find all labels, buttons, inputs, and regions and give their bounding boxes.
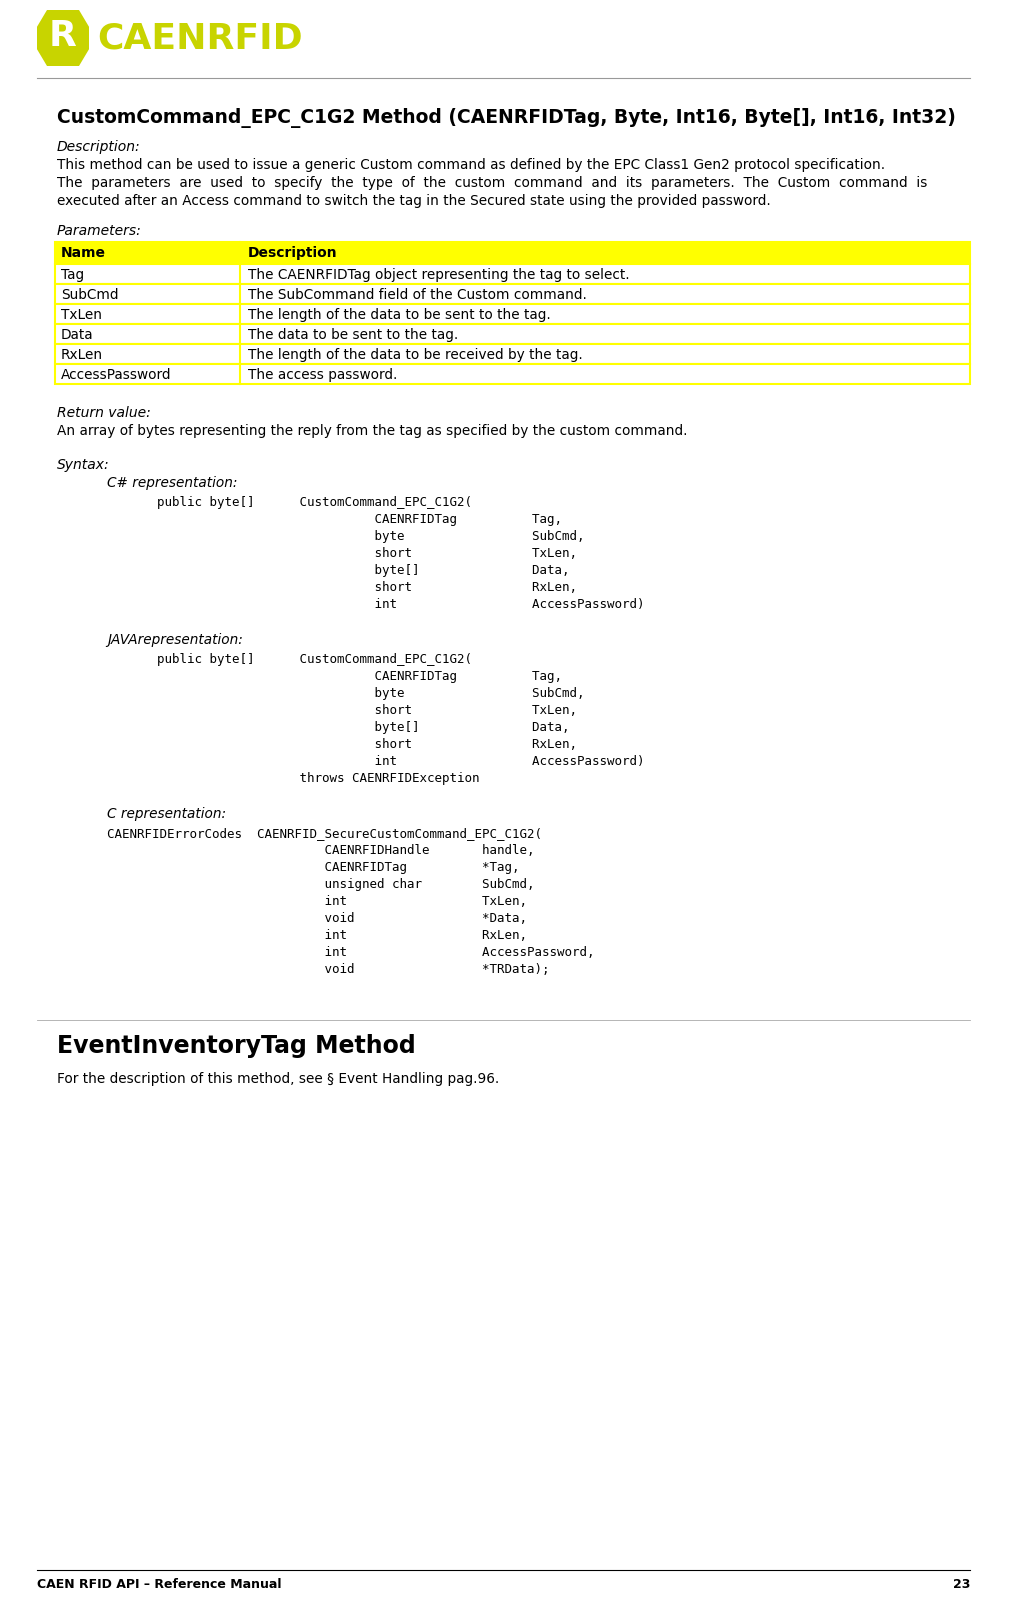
Bar — [55, 242, 970, 264]
Text: JAVArepresentation:: JAVArepresentation: — [107, 632, 243, 647]
Text: Parameters:: Parameters: — [57, 224, 142, 239]
Text: R: R — [50, 19, 77, 53]
Text: SubCmd: SubCmd — [61, 288, 118, 303]
Bar — [55, 304, 970, 323]
Text: AccessPassword: AccessPassword — [61, 368, 172, 383]
Text: The  parameters  are  used  to  specify  the  type  of  the  custom  command  an: The parameters are used to specify the t… — [57, 176, 927, 191]
Text: short                RxLen,: short RxLen, — [157, 581, 577, 594]
Text: public byte[]      CustomCommand_EPC_C1G2(: public byte[] CustomCommand_EPC_C1G2( — [157, 653, 472, 666]
Text: Description:: Description: — [57, 139, 141, 154]
Bar — [55, 363, 970, 384]
Text: int                  TxLen,: int TxLen, — [107, 895, 527, 908]
Text: An array of bytes representing the reply from the tag as specified by the custom: An array of bytes representing the reply… — [57, 424, 687, 439]
Polygon shape — [37, 10, 89, 66]
Text: C representation:: C representation: — [107, 807, 226, 821]
Text: EventInventoryTag Method: EventInventoryTag Method — [57, 1034, 416, 1058]
Text: byte[]               Data,: byte[] Data, — [157, 564, 569, 576]
Bar — [55, 344, 970, 363]
Text: Syntax:: Syntax: — [57, 458, 109, 472]
Text: void                 *TRData);: void *TRData); — [107, 962, 550, 977]
Text: The SubCommand field of the Custom command.: The SubCommand field of the Custom comma… — [248, 288, 586, 303]
Text: int                  AccessPassword): int AccessPassword) — [157, 756, 644, 768]
Text: CustomCommand_EPC_C1G2 Method (CAENRFIDTag, Byte, Int16, Byte[], Int16, Int32): CustomCommand_EPC_C1G2 Method (CAENRFIDT… — [57, 107, 955, 128]
Text: unsigned char        SubCmd,: unsigned char SubCmd, — [107, 877, 535, 892]
Text: void                 *Data,: void *Data, — [107, 913, 527, 925]
Text: Return value:: Return value: — [57, 407, 151, 419]
Text: Tag: Tag — [61, 267, 84, 282]
Text: CAENRFIDHandle       handle,: CAENRFIDHandle handle, — [107, 844, 535, 857]
Text: For the description of this method, see § Event Handling pag.96.: For the description of this method, see … — [57, 1073, 499, 1085]
Text: Data: Data — [61, 328, 94, 343]
Text: int                  RxLen,: int RxLen, — [107, 929, 527, 941]
Text: executed after an Access command to switch the tag in the Secured state using th: executed after an Access command to swit… — [57, 194, 770, 208]
Text: Description: Description — [248, 247, 338, 259]
Text: The length of the data to be received by the tag.: The length of the data to be received by… — [248, 347, 582, 362]
Text: The data to be sent to the tag.: The data to be sent to the tag. — [248, 328, 458, 343]
Text: The length of the data to be sent to the tag.: The length of the data to be sent to the… — [248, 307, 551, 322]
Text: CAENRFID: CAENRFID — [97, 21, 302, 54]
Bar — [55, 283, 970, 304]
Text: public byte[]      CustomCommand_EPC_C1G2(: public byte[] CustomCommand_EPC_C1G2( — [157, 496, 472, 509]
Text: TxLen: TxLen — [61, 307, 102, 322]
Text: RxLen: RxLen — [61, 347, 103, 362]
Text: byte[]               Data,: byte[] Data, — [157, 720, 569, 733]
Text: short                TxLen,: short TxLen, — [157, 548, 577, 560]
Text: int                  AccessPassword,: int AccessPassword, — [107, 946, 594, 959]
Text: 23: 23 — [952, 1579, 970, 1591]
Text: CAENRFIDTag          *Tag,: CAENRFIDTag *Tag, — [107, 861, 520, 874]
Text: CAENRFIDErrorCodes  CAENRFID_SecureCustomCommand_EPC_C1G2(: CAENRFIDErrorCodes CAENRFID_SecureCustom… — [107, 828, 542, 841]
Text: CAEN RFID API – Reference Manual: CAEN RFID API – Reference Manual — [37, 1579, 281, 1591]
Text: throws CAENRFIDException: throws CAENRFIDException — [157, 772, 479, 784]
Text: C# representation:: C# representation: — [107, 475, 238, 490]
Bar — [55, 323, 970, 344]
Text: This method can be used to issue a generic Custom command as defined by the EPC : This method can be used to issue a gener… — [57, 158, 885, 171]
Text: int                  AccessPassword): int AccessPassword) — [157, 599, 644, 612]
Bar — [55, 264, 970, 283]
Text: CAENRFIDTag          Tag,: CAENRFIDTag Tag, — [157, 669, 562, 684]
Text: The access password.: The access password. — [248, 368, 397, 383]
Text: byte                 SubCmd,: byte SubCmd, — [157, 687, 584, 700]
Text: short                RxLen,: short RxLen, — [157, 738, 577, 751]
Text: The CAENRFIDTag object representing the tag to select.: The CAENRFIDTag object representing the … — [248, 267, 630, 282]
Text: short                TxLen,: short TxLen, — [157, 704, 577, 717]
Text: CAENRFIDTag          Tag,: CAENRFIDTag Tag, — [157, 512, 562, 527]
Text: byte                 SubCmd,: byte SubCmd, — [157, 530, 584, 543]
Text: Name: Name — [61, 247, 106, 259]
